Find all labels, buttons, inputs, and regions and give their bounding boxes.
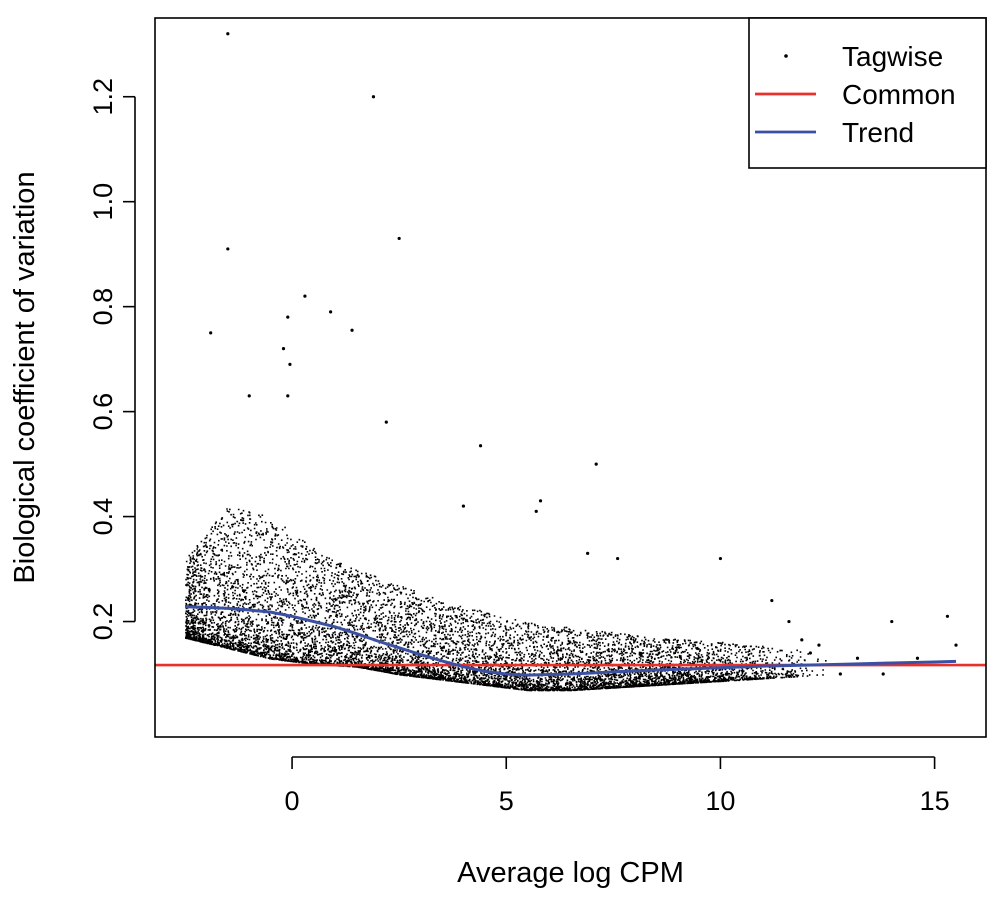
tagwise-point xyxy=(538,499,543,503)
x-tick-label: 10 xyxy=(705,786,735,816)
x-axis-title: Average log CPM xyxy=(457,857,684,889)
x-tick-label: 15 xyxy=(920,786,950,816)
tagwise-point-cloud xyxy=(185,508,827,692)
tagwise-point xyxy=(616,556,620,561)
y-tick-label: 0.6 xyxy=(88,393,118,431)
tagwise-point xyxy=(478,444,483,448)
y-axis-title: Biological coefficient of variation xyxy=(9,171,41,583)
tagwise-point xyxy=(855,656,860,660)
tagwise-point xyxy=(534,509,538,513)
y-tick-label: 0.8 xyxy=(88,288,118,326)
tagwise-point xyxy=(209,331,213,335)
tagwise-point xyxy=(770,598,774,603)
legend-key-tagwise xyxy=(784,54,788,58)
y-tick-label: 1.0 xyxy=(88,183,118,221)
tagwise-point xyxy=(817,643,821,647)
legend-label: Common xyxy=(842,79,956,110)
tagwise-point xyxy=(286,315,290,319)
x-tick-label: 5 xyxy=(499,786,514,816)
tagwise-point xyxy=(371,95,376,99)
tagwise-point xyxy=(461,504,466,508)
y-tick-label: 1.2 xyxy=(88,78,118,116)
tagwise-point xyxy=(397,236,401,241)
tagwise-point xyxy=(808,651,812,655)
tagwise-point xyxy=(718,556,723,561)
tagwise-points xyxy=(185,32,958,692)
tagwise-point xyxy=(247,394,251,398)
tagwise-point xyxy=(350,328,354,332)
tagwise-point xyxy=(787,619,791,624)
tagwise-point xyxy=(915,656,920,660)
legend-label: Trend xyxy=(842,117,914,148)
tagwise-point xyxy=(954,643,958,647)
legend-label: Tagwise xyxy=(842,41,943,72)
tagwise-point xyxy=(329,310,333,314)
tagwise-point xyxy=(288,362,292,366)
trend-line xyxy=(184,605,957,677)
tagwise-point xyxy=(800,638,804,642)
y-axis: 0.2 0.4 0.6 0.8 1.0 1.2 xyxy=(88,78,136,641)
y-tick-label: 0.4 xyxy=(88,498,118,536)
legend: Tagwise Common Trend xyxy=(748,17,987,169)
tagwise-point xyxy=(945,614,950,618)
x-tick-label: 0 xyxy=(285,786,300,816)
tagwise-point xyxy=(281,347,286,351)
tagwise-point xyxy=(226,32,230,36)
tagwise-point xyxy=(594,462,598,466)
tagwise-point xyxy=(890,619,894,624)
tagwise-point xyxy=(286,394,290,398)
tagwise-point xyxy=(881,672,885,676)
tagwise-point xyxy=(226,247,230,251)
plot-frame xyxy=(154,17,987,738)
tagwise-point xyxy=(303,294,307,298)
x-axis: 0 5 10 15 xyxy=(285,756,950,816)
tagwise-point xyxy=(384,420,388,424)
tagwise-point xyxy=(838,672,842,676)
fitted-lines xyxy=(155,605,986,677)
y-tick-label: 0.2 xyxy=(88,603,118,641)
tagwise-point xyxy=(586,551,590,555)
